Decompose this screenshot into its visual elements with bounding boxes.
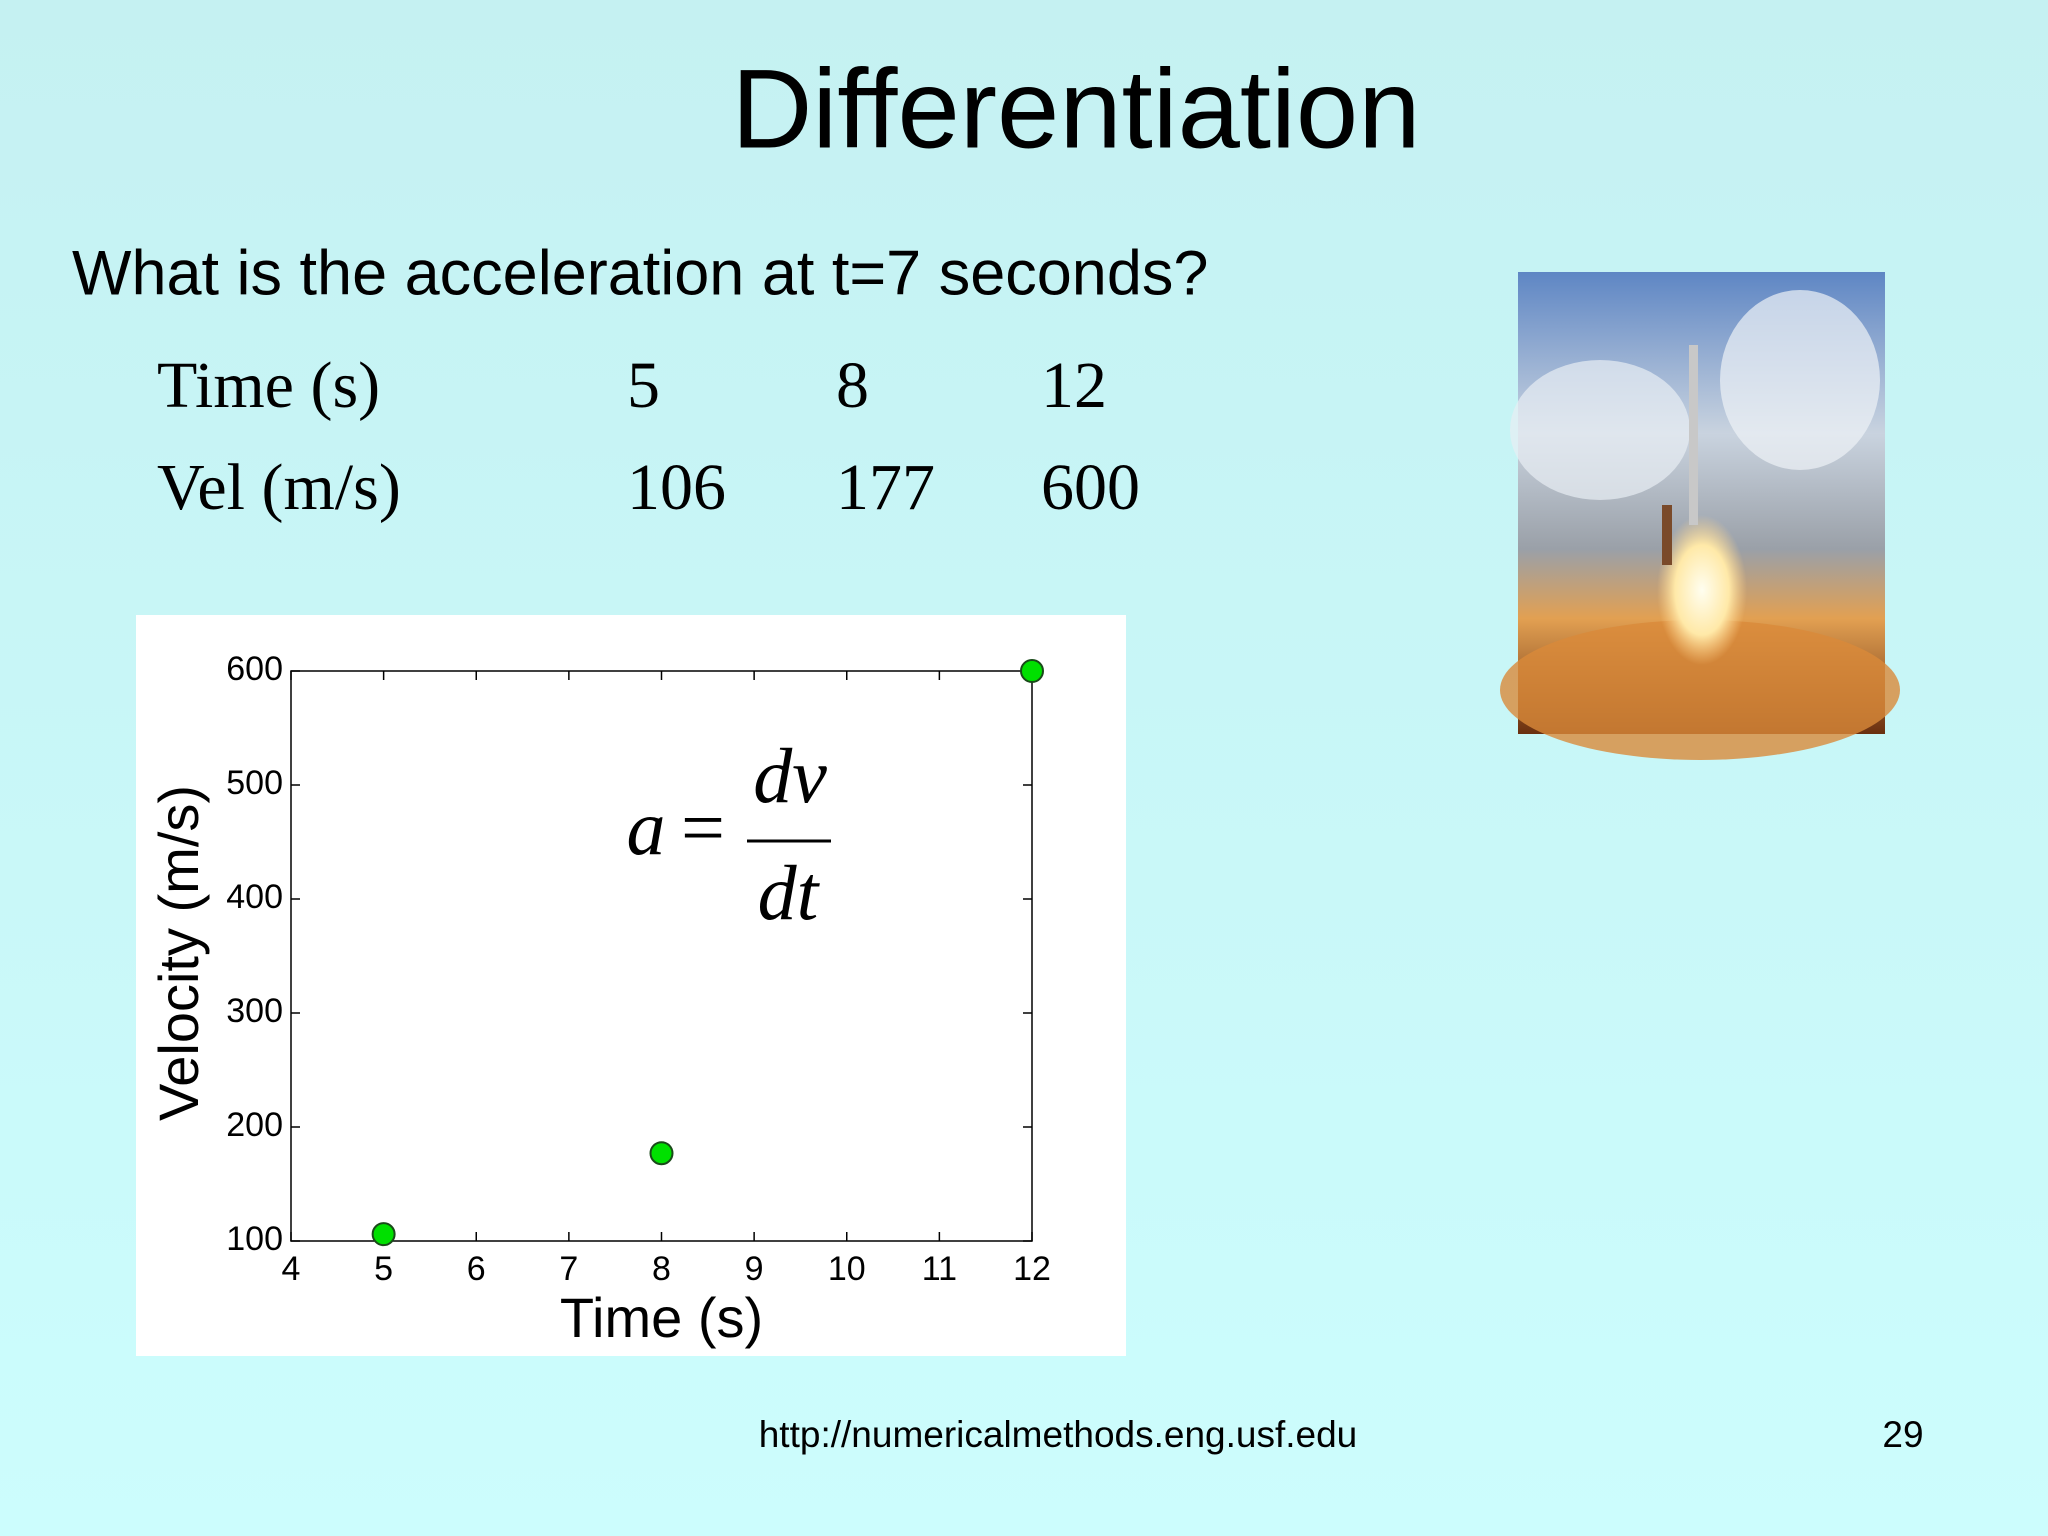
y-tick-label: 500 <box>226 764 283 802</box>
slide-title: Differentiation <box>731 47 1420 172</box>
y-tick-label: 100 <box>226 1220 283 1258</box>
x-tick-label: 9 <box>745 1250 764 1288</box>
smoke <box>1500 620 1900 760</box>
question: What is the acceleration at t=7 seconds? <box>72 239 1208 309</box>
table-cell: 106 <box>627 451 726 524</box>
rocket <box>1689 345 1698 525</box>
cloud <box>1720 290 1880 470</box>
formula-denominator: dt <box>758 849 821 936</box>
x-tick-label: 4 <box>282 1250 301 1288</box>
x-axis-label: Time (s) <box>560 1286 763 1349</box>
data-point <box>1020 659 1044 683</box>
formula-eq: = <box>681 784 725 871</box>
plume <box>1657 515 1747 665</box>
x-tick-label: 5 <box>374 1250 393 1288</box>
table-cell: 8 <box>836 349 869 422</box>
footer-url: http://numericalmethods.eng.usf.edu <box>759 1414 1358 1455</box>
table-cell: 5 <box>627 349 660 422</box>
data-point <box>371 1222 396 1247</box>
cloud <box>1510 360 1690 500</box>
formula-numerator: dv <box>753 732 827 819</box>
tower <box>1662 505 1672 565</box>
table-cell: Vel (m/s) <box>157 451 401 524</box>
y-tick-label: 300 <box>226 992 283 1030</box>
table-cell: 177 <box>836 451 935 524</box>
y-tick-label: 600 <box>226 650 283 688</box>
y-axis-label: Velocity (m/s) <box>147 785 210 1121</box>
data-point <box>649 1141 674 1166</box>
x-tick-label: 8 <box>652 1250 671 1288</box>
x-tick-label: 12 <box>1013 1250 1051 1288</box>
y-tick-label: 400 <box>226 878 283 916</box>
table-cell: Time (s) <box>157 349 380 422</box>
chart: 4 5 6 7 8 9 10 11 12 100 200 300 400 500 600 Time (s) Ve… <box>147 650 1051 1349</box>
x-tick-label: 10 <box>828 1250 866 1288</box>
formula-lhs: a <box>627 784 666 871</box>
chart-panel <box>136 615 1126 1356</box>
x-tick-label: 7 <box>559 1250 578 1288</box>
x-tick-label: 6 <box>467 1250 486 1288</box>
x-tick-label: 11 <box>922 1250 957 1288</box>
data-table: Time (s) 5 8 12 Vel (m/s) 106 177 600 <box>157 349 1140 524</box>
rocket-photo <box>1500 272 1900 760</box>
y-tick-label: 200 <box>226 1106 283 1144</box>
table-cell: 600 <box>1041 451 1140 524</box>
page-number: 29 <box>1882 1414 1923 1455</box>
table-cell: 12 <box>1041 349 1107 422</box>
